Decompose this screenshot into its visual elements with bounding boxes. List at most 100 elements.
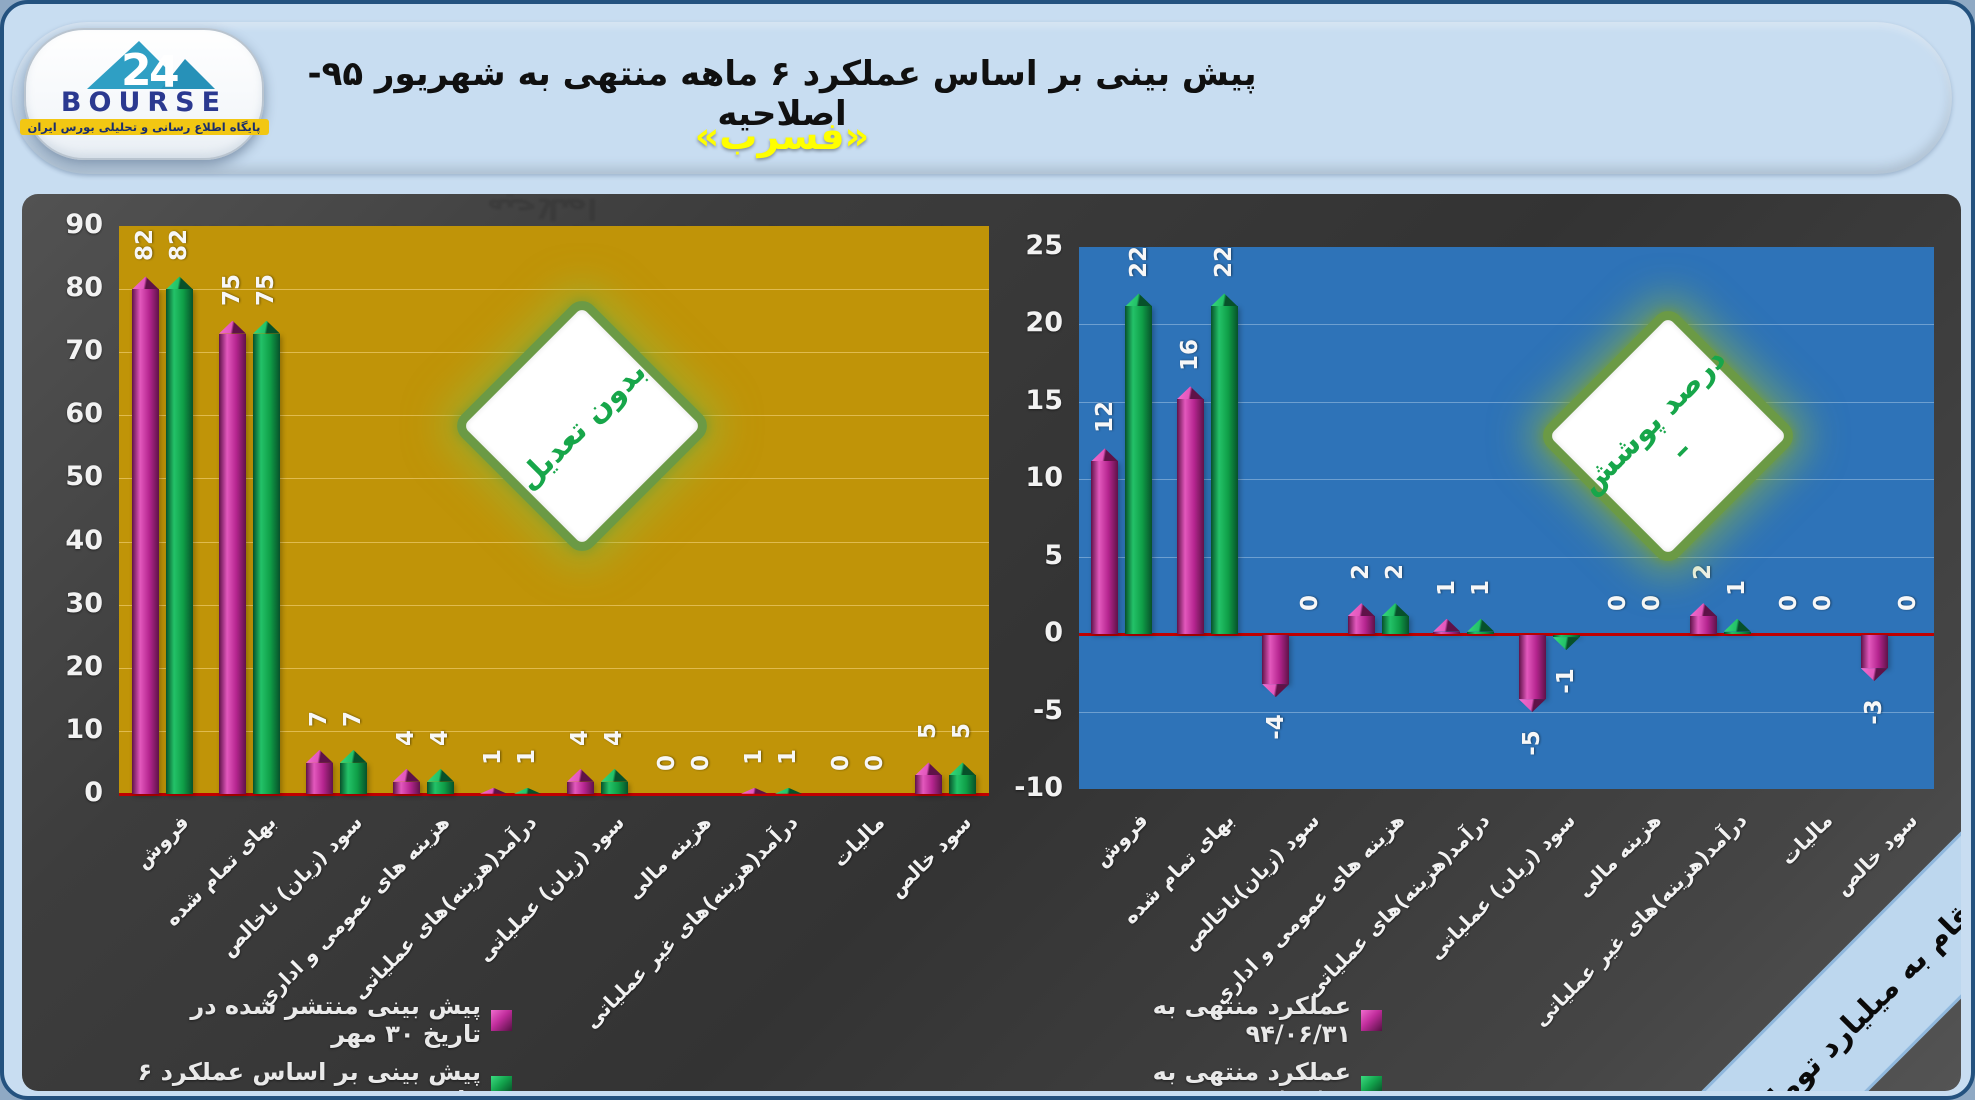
legend-label: پیش بینی منتشر شده در تاریخ ۳۰ مهر	[190, 992, 481, 1048]
y-axis-tick: 10	[1025, 462, 1063, 494]
gridline	[1079, 401, 1934, 403]
bar	[567, 781, 594, 794]
legend-marker-pink-icon	[491, 1009, 512, 1031]
y-axis-tick: 20	[65, 650, 103, 682]
value-label: 82	[166, 229, 193, 262]
corner-ribbon: ارقام به میلیارد تومان	[1631, 761, 1961, 1091]
bar	[1518, 635, 1546, 700]
svg-text:4: 4	[149, 47, 180, 93]
value-label: 0	[1895, 595, 1922, 612]
value-label: 1	[1724, 579, 1751, 596]
value-label: 1	[514, 748, 541, 765]
chart-without-adjustment: 0 10 20 30 40 50 60 70 80 90 82 82 فروش 75 75 بهای تمام…	[22, 194, 1961, 1091]
y-axis-tick: 15	[1025, 384, 1063, 416]
gridline	[1079, 711, 1934, 713]
y-axis-tick: 25	[1025, 230, 1063, 261]
bar-cap	[741, 787, 768, 794]
bar	[1125, 306, 1153, 635]
legend-label: عملکرد منتهی به ۹۴/۰۶/۳۱	[1152, 992, 1351, 1048]
bar	[1176, 399, 1204, 635]
title-reflection: پیش بینی بر اساس عملکرد ۶ ماهه منتهی به …	[486, 194, 598, 226]
value-label: 75	[253, 273, 280, 306]
chart-coverage-percent: -10 -5 0 5 10 15 20 25 12 22 فروش 16 22 بهای تمام شده…	[22, 194, 1961, 1091]
value-label: -1	[1553, 667, 1580, 694]
value-label: 1	[775, 748, 802, 765]
bar-cap	[514, 787, 541, 794]
watermark-stamp: درصد پوشش –	[1536, 304, 1800, 568]
value-label: 0	[688, 754, 715, 772]
value-label: 0	[1809, 595, 1836, 612]
legend-row: عملکرد منتهی به ۹۵/۰۶/۳۱	[1070, 1058, 1382, 1091]
value-label: 0	[862, 754, 889, 772]
bar	[132, 289, 159, 795]
legend-right: عملکرد منتهی به ۹۴/۰۶/۳۱ عملکرد منتهی به…	[1070, 992, 1382, 1091]
y-axis-tick: 40	[65, 524, 103, 556]
bar-cap	[480, 787, 507, 794]
value-label: 5	[949, 723, 976, 740]
bar	[166, 289, 193, 795]
gridline	[119, 289, 989, 291]
logo-tagline: پایگاه اطلاع رسانی و تحلیلی بورس ایران	[19, 119, 269, 135]
legend-row: عملکرد منتهی به ۹۴/۰۶/۳۱	[1070, 992, 1382, 1048]
value-label: 4	[601, 729, 628, 746]
bar	[1860, 635, 1888, 669]
y-axis-tick: 0	[84, 777, 103, 808]
y-axis-tick: 70	[65, 335, 103, 367]
y-axis-tick: 90	[65, 209, 103, 240]
y-axis-tick: 20	[1025, 307, 1063, 339]
value-label: 0	[1296, 595, 1323, 612]
legend-label: عملکرد منتهی به ۹۵/۰۶/۳۱	[1152, 1058, 1351, 1091]
gridline	[1079, 324, 1934, 326]
corner-ribbon-band: ارقام به میلیارد تومان	[1631, 761, 1961, 1091]
value-label: 12	[1091, 401, 1118, 434]
bar	[219, 333, 246, 794]
logo-brand-text: BOURSE	[60, 87, 228, 118]
value-label: 1	[1467, 579, 1494, 596]
gridline	[1079, 556, 1934, 558]
legend-row: پیش بینی بر اساس عملکرد ۶ ماهه	[134, 1058, 512, 1091]
legend-marker-green-icon	[491, 1075, 512, 1091]
charts-panel: پیش بینی بر اساس عملکرد ۶ ماهه منتهی به …	[22, 194, 1961, 1091]
y-axis-tick: 50	[65, 461, 103, 493]
value-label: 22	[1211, 246, 1238, 279]
value-label: -5	[1519, 729, 1546, 756]
legend-marker-green-icon	[1361, 1075, 1382, 1091]
value-label: 4	[427, 729, 454, 746]
header-banner: پیش بینی بر اساس عملکرد ۶ ماهه منتهی به …	[12, 22, 1952, 174]
gridline	[119, 730, 989, 732]
y-axis-tick: -5	[1033, 694, 1063, 726]
y-axis-tick: 0	[1044, 617, 1063, 649]
y-axis-tick: 5	[1044, 539, 1063, 571]
gridline	[119, 604, 989, 606]
gridline	[119, 667, 989, 669]
y-axis-tick: 60	[65, 398, 103, 430]
bar	[1091, 461, 1119, 635]
bar	[949, 775, 976, 795]
bar	[1723, 631, 1751, 634]
bar	[1433, 631, 1461, 634]
ribbon-label: ارقام به میلیارد تومان	[1743, 877, 1961, 1091]
gridline	[1079, 479, 1934, 481]
bar	[1467, 631, 1495, 634]
page-title: پیش بینی بر اساس عملکرد ۶ ماهه منتهی به …	[307, 54, 1257, 134]
bourse24-triangles-icon: 2 4	[87, 41, 215, 93]
value-label: 22	[1125, 246, 1152, 279]
value-label: -3	[1861, 698, 1888, 725]
value-label: 2	[1382, 564, 1409, 581]
zero-baseline	[1079, 633, 1934, 637]
legend-left: پیش بینی منتشر شده در تاریخ ۳۰ مهر پیش ب…	[134, 992, 512, 1091]
gridline	[119, 541, 989, 543]
bar	[427, 781, 454, 794]
bar	[1262, 635, 1290, 685]
bar	[1552, 635, 1580, 638]
bar-cap	[775, 787, 802, 794]
bar	[306, 762, 333, 794]
bar	[601, 781, 628, 794]
plot-area	[1079, 247, 1934, 789]
bar	[253, 333, 280, 794]
legend-marker-pink-icon	[1361, 1009, 1382, 1031]
y-axis-tick: 30	[65, 587, 103, 619]
bar	[340, 762, 367, 794]
bar	[1210, 306, 1238, 635]
